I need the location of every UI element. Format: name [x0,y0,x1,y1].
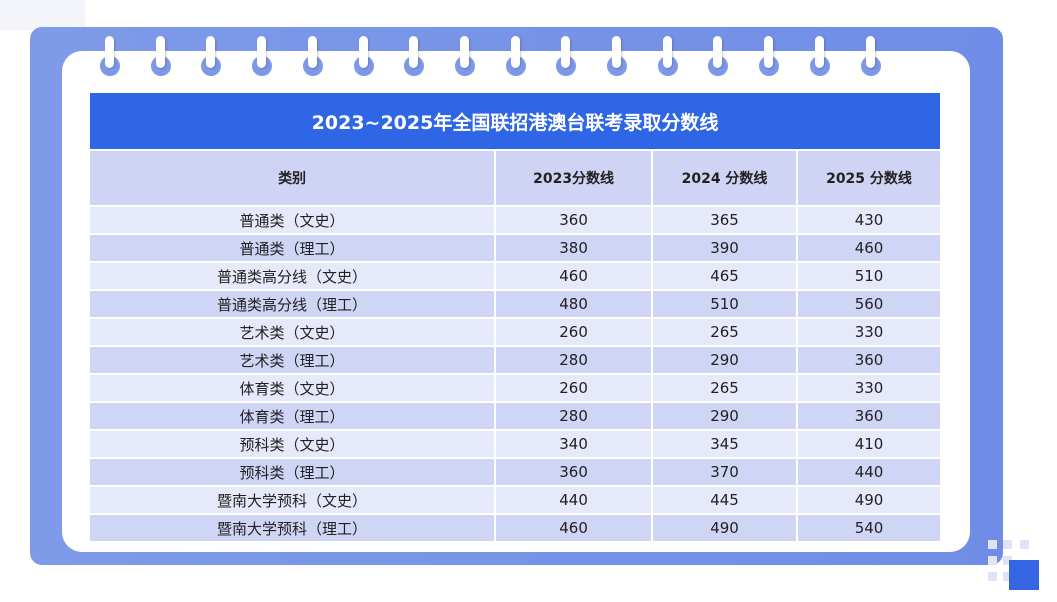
category-cell: 艺术类（文史） [239,323,345,342]
category-cell: 普通类（文史） [239,211,345,230]
table-row: 普通类高分线（文史） 460 465 510 [90,261,940,289]
header-2024: 2024 分数线 [651,151,796,205]
score-table: 2023~2025年全国联招港澳台联考录取分数线 类别 2023分数线 2024… [90,93,940,541]
category-cell: 普通类高分线（文史） [217,267,368,286]
category-cell: 预科类（文史） [239,435,345,454]
table-row: 预科类（文史） 340 345 410 [90,429,940,457]
score-cell: 490 [651,515,796,541]
score-cell: 430 [796,207,940,233]
binder-ring-icon [505,36,526,78]
score-cell: 260 [494,319,651,345]
table-row: 普通类（文史） 360 365 430 [90,205,940,233]
score-cell: 460 [796,235,940,261]
score-cell: 290 [651,347,796,373]
table-header: 类别 2023分数线 2024 分数线 2025 分数线 [90,149,940,205]
binder-ring-icon [150,36,171,78]
score-cell: 365 [651,207,796,233]
binder-ring-icon [252,36,273,78]
score-cell: 330 [796,319,940,345]
score-cell: 360 [796,403,940,429]
score-cell: 510 [796,263,940,289]
binder-ring-icon [759,36,780,78]
score-cell: 280 [494,403,651,429]
score-cell: 290 [651,403,796,429]
table-row: 暨南大学预科（理工） 460 490 540 [90,513,940,541]
header-2023: 2023分数线 [494,151,651,205]
score-cell: 340 [494,431,651,457]
score-cell: 460 [494,263,651,289]
table-title: 2023~2025年全国联招港澳台联考录取分数线 [90,93,940,149]
binder-ring-icon [860,36,881,78]
score-cell: 390 [651,235,796,261]
score-cell: 440 [796,459,940,485]
binder-ring-icon [708,36,729,78]
table-row: 艺术类（理工） 280 290 360 [90,345,940,373]
binder-ring-icon [404,36,425,78]
table-row: 普通类（理工） 380 390 460 [90,233,940,261]
binder-ring-icon [657,36,678,78]
score-cell: 540 [796,515,940,541]
score-cell: 360 [796,347,940,373]
score-cell: 460 [494,515,651,541]
binder-ring-icon [100,36,120,78]
score-cell: 345 [651,431,796,457]
table-row: 普通类高分线（理工） 480 510 560 [90,289,940,317]
table-row: 体育类（理工） 280 290 360 [90,401,940,429]
category-cell: 暨南大学预科（理工） [217,519,368,538]
score-cell: 490 [796,487,940,513]
binder-ring-icon [607,36,627,78]
accent-square [1009,560,1039,590]
score-cell: 260 [494,375,651,401]
category-cell: 体育类（理工） [239,407,345,426]
binder-ring-icon [809,36,830,78]
header-2025: 2025 分数线 [796,151,940,205]
score-cell: 465 [651,263,796,289]
score-cell: 265 [651,319,796,345]
table-body: 普通类（文史） 360 365 430 普通类（理工） 380 390 460 普通类高分线（文… [90,205,940,541]
category-cell: 预科类（理工） [239,463,345,482]
category-cell: 普通类高分线（理工） [217,295,368,314]
category-cell: 普通类（理工） [239,239,345,258]
category-cell: 体育类（文史） [239,379,345,398]
category-cell: 艺术类（理工） [239,351,345,370]
score-cell: 410 [796,431,940,457]
binder-ring-icon [302,36,323,78]
binder-ring-icon [201,36,222,78]
table-row: 艺术类（文史） 260 265 330 [90,317,940,345]
score-cell: 510 [651,291,796,317]
table-row: 体育类（文史） 260 265 330 [90,373,940,401]
table-row: 暨南大学预科（文史） 440 445 490 [90,485,940,513]
score-cell: 560 [796,291,940,317]
score-cell: 445 [651,487,796,513]
score-cell: 480 [494,291,651,317]
binder-ring-icon [454,36,475,78]
score-cell: 280 [494,347,651,373]
score-cell: 370 [651,459,796,485]
score-cell: 360 [494,459,651,485]
background-decoration [0,0,85,30]
score-cell: 360 [494,207,651,233]
score-cell: 440 [494,487,651,513]
score-cell: 265 [651,375,796,401]
category-cell: 暨南大学预科（文史） [217,491,368,510]
score-cell: 380 [494,235,651,261]
header-category: 类别 [278,171,307,187]
binder-ring-icon [353,36,374,78]
binder-ring-icon [556,36,577,78]
table-row: 预科类（理工） 360 370 440 [90,457,940,485]
score-cell: 330 [796,375,940,401]
